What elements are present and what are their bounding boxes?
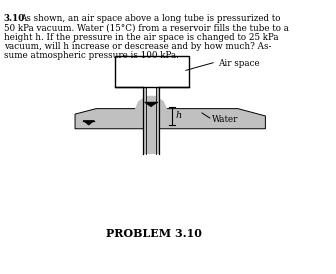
Polygon shape: [83, 121, 94, 125]
Polygon shape: [75, 109, 265, 129]
Text: h: h: [176, 112, 182, 121]
Bar: [143, 87, 145, 154]
Text: sume atmospheric pressure is 100 kPa.: sume atmospheric pressure is 100 kPa.: [4, 51, 178, 60]
Bar: [115, 56, 188, 87]
Polygon shape: [133, 96, 169, 114]
Text: Water: Water: [212, 115, 239, 124]
Text: PROBLEM 3.10: PROBLEM 3.10: [106, 228, 202, 239]
Text: vacuum, will h increase or descrease and by how much? As-: vacuum, will h increase or descrease and…: [4, 42, 271, 51]
Bar: [145, 107, 157, 154]
Polygon shape: [144, 102, 157, 107]
Text: height h. If the pressure in the air space is changed to 25 kPa: height h. If the pressure in the air spa…: [4, 33, 278, 42]
Text: 50 kPa vacuum. Water (15°C) from a reservoir fills the tube to a: 50 kPa vacuum. Water (15°C) from a reser…: [4, 24, 289, 33]
Text: As shown, an air space above a long tube is pressurized to: As shown, an air space above a long tube…: [20, 14, 281, 23]
Text: Air space: Air space: [218, 59, 259, 68]
Text: 3.10: 3.10: [4, 14, 25, 23]
Bar: [157, 87, 159, 154]
